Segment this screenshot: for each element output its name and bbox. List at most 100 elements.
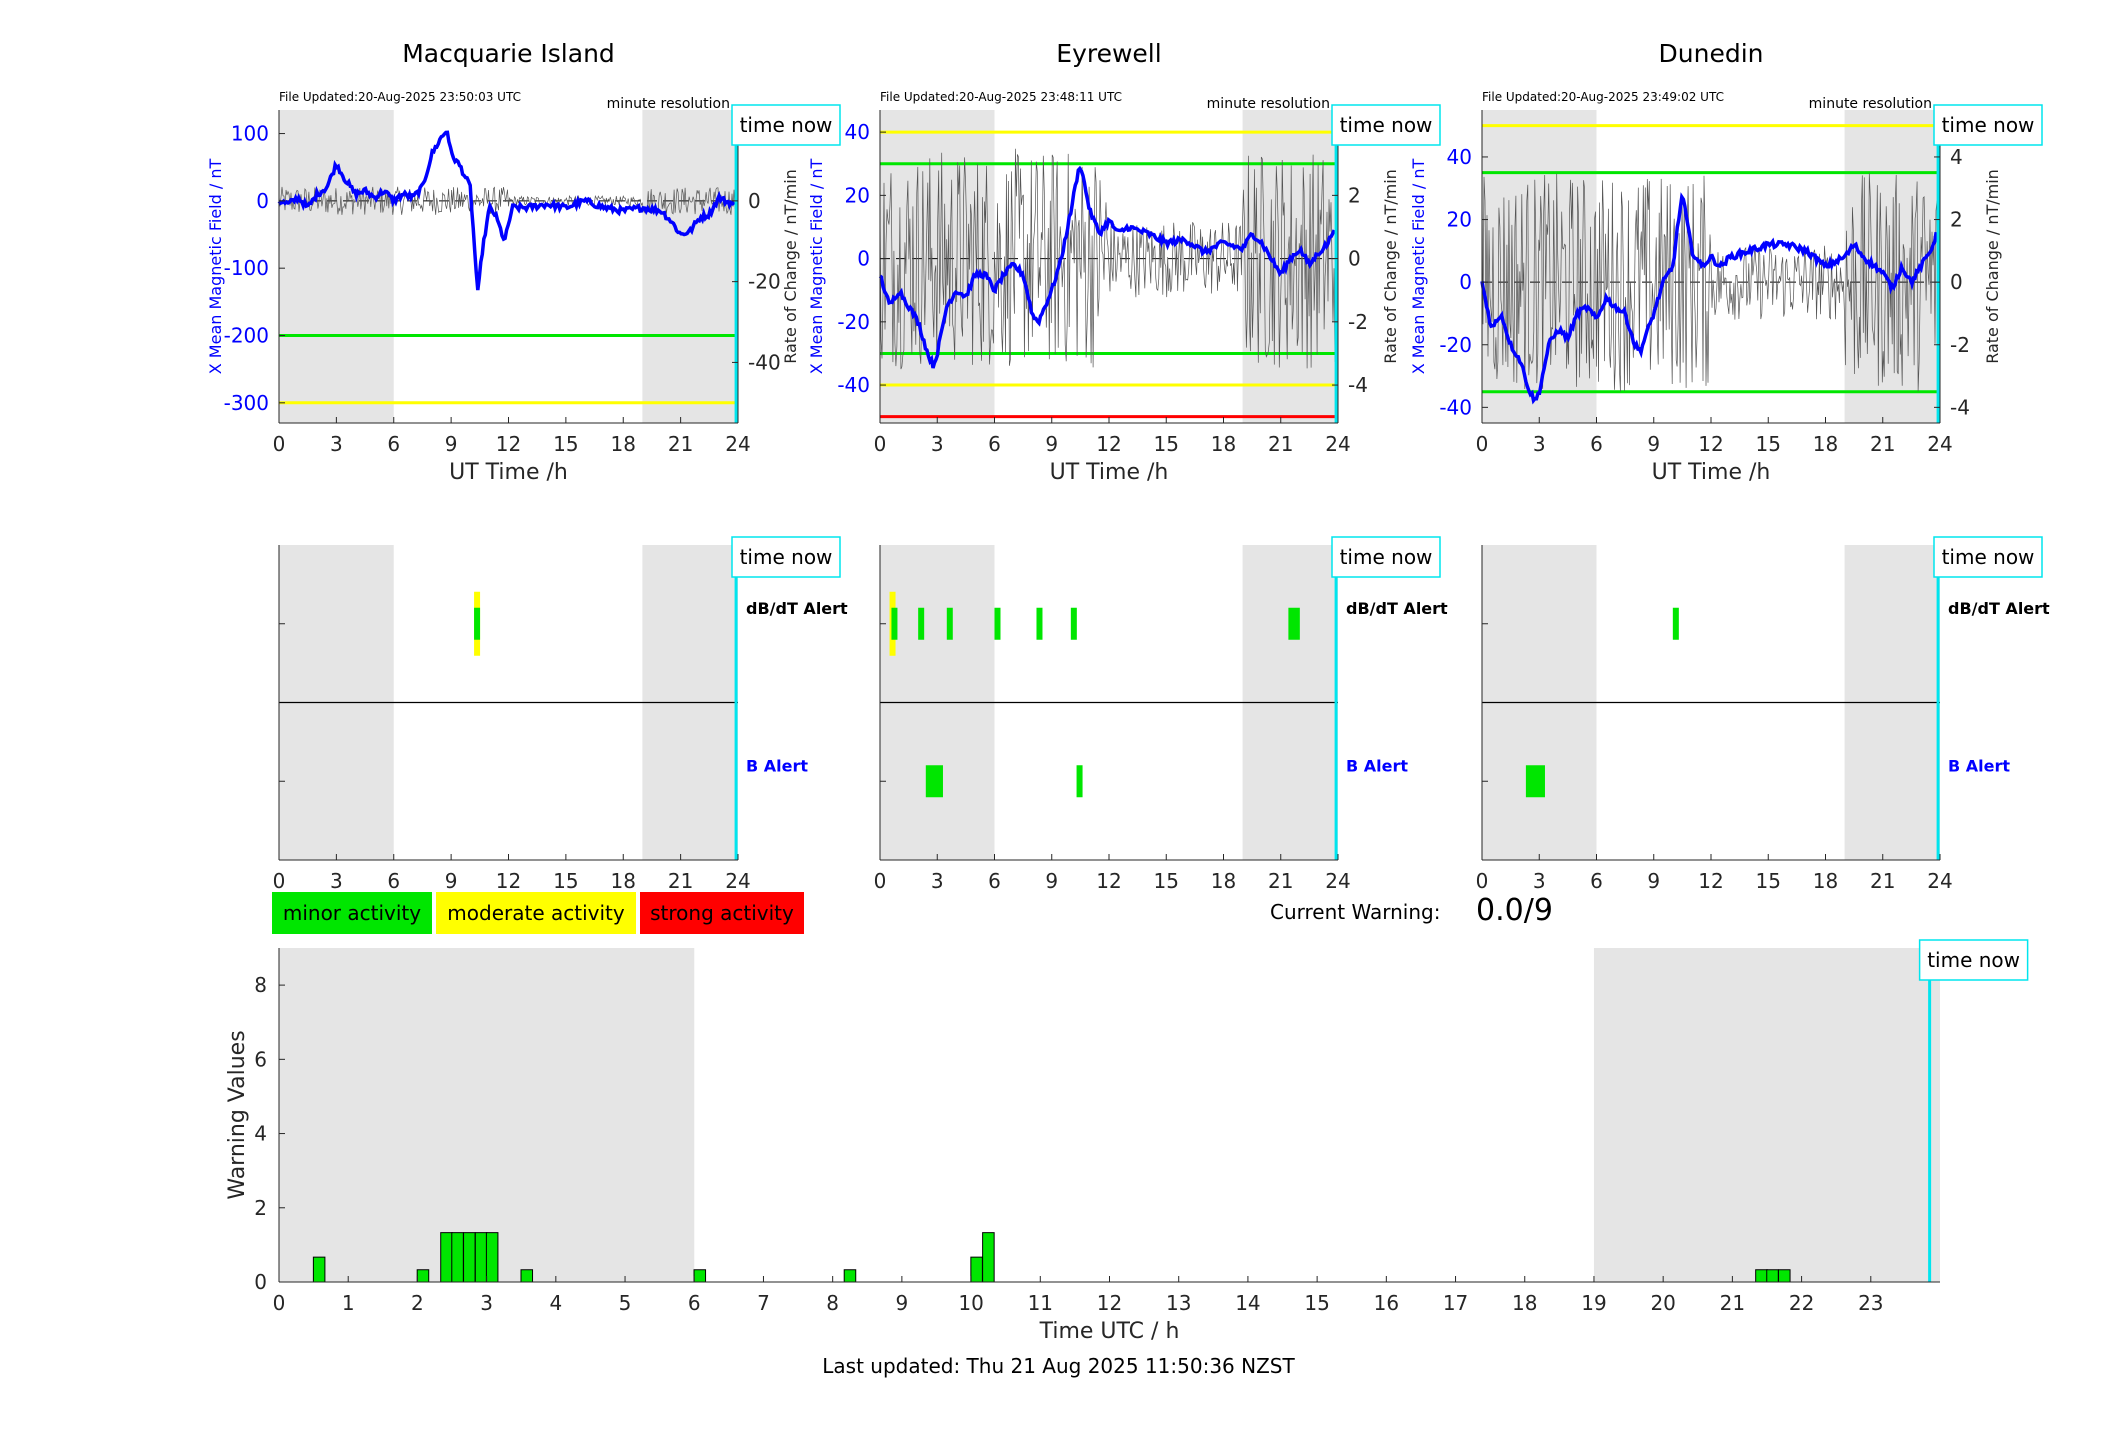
resolution-label: minute resolution <box>607 96 730 112</box>
x-tick-label: 5 <box>619 1291 632 1315</box>
warning-bar <box>474 1232 488 1283</box>
warning-bar <box>693 1269 707 1283</box>
resolution-label: minute resolution <box>1809 96 1932 112</box>
x-tick-label: 12 <box>1097 1291 1122 1315</box>
x-tick-label: 3 <box>480 1291 493 1315</box>
x-tick-label: 9 <box>1647 869 1660 893</box>
y-tick-label-right: -4 <box>1950 395 1970 419</box>
time-now-label: time now <box>1340 113 1433 137</box>
y-tick-label-left: -40 <box>837 373 870 397</box>
b-alert-label: B Alert <box>1346 756 1408 775</box>
x-tick-label: 7 <box>757 1291 770 1315</box>
x-tick-label: 0 <box>273 1291 286 1315</box>
y-tick-label: 8 <box>254 973 267 997</box>
y-tick-label-right: 2 <box>1348 183 1361 207</box>
x-tick-label: 3 <box>1533 432 1546 456</box>
x-tick-label: 0 <box>874 869 887 893</box>
b-alert-label: B Alert <box>1948 756 2010 775</box>
warning-bar <box>843 1269 857 1283</box>
dbdt-alert-mark <box>1288 607 1300 640</box>
y-tick-label-left: -20 <box>837 310 870 334</box>
dbdt-alert-label: dB/dT Alert <box>746 599 848 618</box>
warning-bar <box>520 1269 534 1283</box>
x-tick-label: 3 <box>931 432 944 456</box>
x-tick-label: 14 <box>1235 1291 1260 1315</box>
y-tick-label-right: 0 <box>748 189 761 213</box>
x-tick-label: 16 <box>1374 1291 1399 1315</box>
y-tick-label: 2 <box>254 1196 267 1220</box>
time-now-label: time now <box>1927 948 2020 972</box>
x-tick-label: 15 <box>1756 869 1781 893</box>
x-tick-label: 12 <box>496 432 521 456</box>
y-tick-label-left: 100 <box>231 122 269 146</box>
y-tick-label-left: 40 <box>1447 145 1472 169</box>
y-tick-label-right: -40 <box>748 350 781 374</box>
y-axis-label-left: X Mean Magnetic Field / nT <box>206 159 225 375</box>
station-title: Macquarie Island <box>402 39 615 68</box>
y-tick-label-left: -100 <box>224 256 269 280</box>
y-tick-label-right: -20 <box>748 270 781 294</box>
x-tick-label: 3 <box>931 869 944 893</box>
time-now-box <box>1331 104 1441 146</box>
warning-bar <box>970 1256 983 1283</box>
b-alert-mark <box>1525 765 1545 798</box>
y-tick-label-right: 0 <box>1348 247 1361 271</box>
night-shade <box>1844 110 1940 423</box>
x-tick-label: 21 <box>1720 1291 1745 1315</box>
x-tick-label: 19 <box>1581 1291 1606 1315</box>
b-alert-mark <box>925 765 943 798</box>
x-tick-label: 21 <box>668 432 693 456</box>
x-tick-label: 18 <box>611 869 636 893</box>
x-tick-label: 24 <box>1325 432 1350 456</box>
y-tick-label-right: -2 <box>1348 310 1368 334</box>
x-tick-label: 15 <box>553 432 578 456</box>
night-shade <box>279 110 394 423</box>
time-now-box <box>1933 536 2043 578</box>
x-tick-label: 11 <box>1028 1291 1053 1315</box>
warning-bar <box>1755 1269 1768 1283</box>
dbdt-alert-mark <box>1036 607 1043 640</box>
warning-bar <box>485 1232 499 1283</box>
dbdt-alert-label: dB/dT Alert <box>1948 599 2050 618</box>
x-tick-label: 10 <box>958 1291 983 1315</box>
x-tick-label: 9 <box>896 1291 909 1315</box>
y-tick-label-left: 20 <box>845 183 870 207</box>
x-tick-label: 4 <box>549 1291 562 1315</box>
x-tick-label: 0 <box>1476 432 1489 456</box>
time-now-box <box>731 536 841 578</box>
y-tick-label-right: 2 <box>1950 208 1963 232</box>
y-tick-label-left: 0 <box>256 189 269 213</box>
mean-field-trace <box>1480 192 1938 405</box>
y-axis-label-right: Rate of Change / nT/min <box>1381 169 1400 364</box>
x-tick-label: 24 <box>1927 432 1952 456</box>
y-tick-label-left: 40 <box>845 120 870 144</box>
x-tick-label: 15 <box>1154 432 1179 456</box>
x-tick-label: 12 <box>1096 869 1121 893</box>
time-now-label: time now <box>740 545 833 569</box>
time-now-label: time now <box>1942 545 2035 569</box>
x-tick-label: 15 <box>1154 869 1179 893</box>
x-tick-label: 9 <box>445 432 458 456</box>
x-tick-label: 21 <box>1268 869 1293 893</box>
x-tick-label: 6 <box>988 869 1001 893</box>
x-axis-label: UT Time /h <box>1652 460 1771 485</box>
time-now-label: time now <box>740 113 833 137</box>
x-tick-label: 18 <box>1512 1291 1537 1315</box>
x-tick-label: 0 <box>273 869 286 893</box>
y-axis-label-left: X Mean Magnetic Field / nT <box>807 159 826 375</box>
mean-field-trace <box>277 130 736 291</box>
x-tick-label: 3 <box>330 869 343 893</box>
x-tick-label: 6 <box>688 1291 701 1315</box>
x-tick-label: 6 <box>1590 869 1603 893</box>
x-tick-label: 15 <box>553 869 578 893</box>
warning-bar <box>1778 1269 1791 1283</box>
dbdt-alert-mark <box>474 607 481 640</box>
warning-bar <box>440 1232 453 1283</box>
dbdt-alert-mark <box>1672 607 1679 640</box>
x-tick-label: 0 <box>874 432 887 456</box>
x-tick-label: 21 <box>1268 432 1293 456</box>
x-tick-label: 3 <box>330 432 343 456</box>
x-tick-label: 12 <box>1698 869 1723 893</box>
station-title: Dunedin <box>1659 39 1764 68</box>
dbdt-alert-mark <box>1070 607 1077 640</box>
